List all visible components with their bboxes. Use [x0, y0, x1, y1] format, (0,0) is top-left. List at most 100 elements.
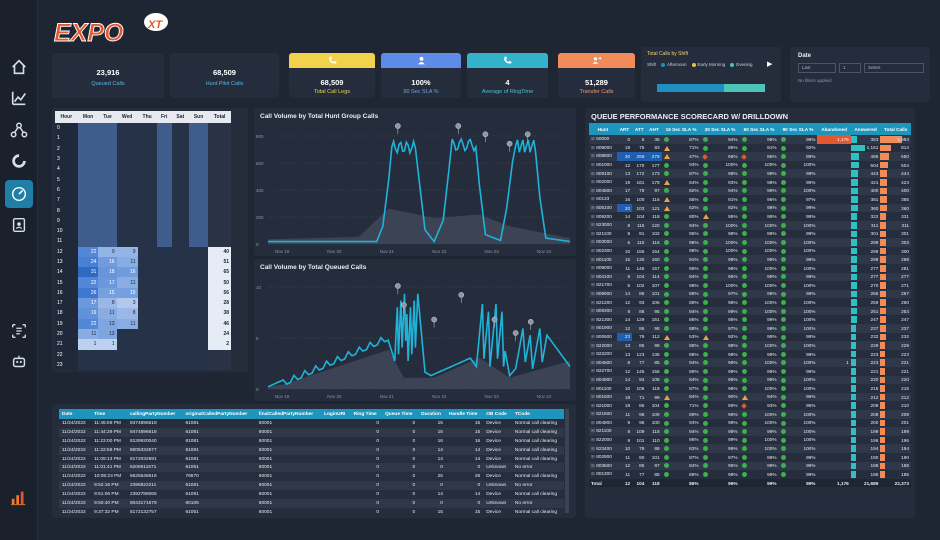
hunt-cell[interactable]: ⊞ 809000: [589, 263, 617, 273]
expand-icon[interactable]: ⊞: [591, 299, 597, 305]
anomaly-marker[interactable]: [527, 318, 534, 325]
call-log-row[interactable]: 11/24/2022 10:08:23 PM 6625546616 78670 6000…: [59, 472, 564, 482]
hunt-cell[interactable]: ⊞ 804900: [589, 418, 617, 428]
hunt-cell[interactable]: ⊞ 801900: [589, 324, 617, 333]
expand-icon[interactable]: ⊞: [591, 325, 597, 331]
scorecard-row[interactable]: ⊞ 803600 12 85 97 84% 96% 99% 99% 188 188: [589, 461, 911, 471]
hunt-cell[interactable]: ⊞ 821300: [589, 315, 617, 325]
hunt-cell[interactable]: ⊞ 822200: [589, 349, 617, 359]
nav-home-icon[interactable]: [6, 54, 32, 80]
call-log-column-header[interactable]: OB Code: [483, 409, 512, 419]
scorecard-row[interactable]: ⊞ 821100 9 91 102 95% 98% 99% 99% 301 301: [589, 229, 911, 239]
date-relative-select[interactable]: Last: [798, 63, 836, 73]
anomaly-marker[interactable]: [455, 123, 462, 129]
expand-icon[interactable]: ⊞: [591, 308, 597, 314]
heatmap-column-header[interactable]: Hour: [55, 111, 78, 123]
hunt-cell[interactable]: ⊞ 803000: [589, 238, 617, 247]
hunt-cell[interactable]: ⊞ 60000: [589, 135, 617, 144]
call-log-scrollbar[interactable]: [565, 409, 569, 513]
scorecard-row[interactable]: ⊞ 800600 23 79 112 53% 92% 99% 99% 232 232: [589, 332, 911, 342]
hunt-cell[interactable]: ⊞ 809300: [589, 306, 617, 316]
scorecard-row[interactable]: ⊞ 804900 9 96 100 93% 99% 100% 100% 200 201: [589, 418, 911, 428]
hunt-cell[interactable]: ⊞ 802300: [589, 246, 617, 256]
call-log-column-header[interactable]: Duration: [418, 409, 446, 419]
expand-icon[interactable]: ⊞: [591, 437, 597, 443]
scorecard-column-header[interactable]: 60 Sec SLA %: [739, 123, 779, 135]
expand-icon[interactable]: ⊞: [591, 359, 597, 365]
call-log-column-header[interactable]: Time: [91, 409, 127, 419]
date-count-input[interactable]: 1: [839, 63, 861, 73]
expand-icon[interactable]: ⊞: [591, 282, 597, 288]
legend-early-morning[interactable]: Early Morning: [691, 62, 725, 67]
hunt-cell[interactable]: ⊞ 821100: [589, 229, 617, 239]
scorecard-row[interactable]: ⊞ 802300 10 156 164 98% 100% 100% 100% 299 300: [589, 246, 911, 256]
nav-contact-icon[interactable]: [6, 212, 32, 238]
expand-icon[interactable]: ⊞: [591, 428, 597, 434]
hunt-cell[interactable]: ⊞ 801100: [589, 384, 617, 393]
call-log-column-header[interactable]: LoginURI: [321, 409, 351, 419]
hunt-cell[interactable]: ⊞ 821000: [589, 401, 617, 410]
nav-bot-icon[interactable]: [6, 349, 32, 375]
heatmap-column-header[interactable]: Fri: [156, 111, 172, 123]
scorecard-row[interactable]: ⊞ 808800 30 269 279 47% 68% 86% 89% 496 650: [589, 152, 911, 161]
hunt-cell[interactable]: ⊞ 822000: [589, 435, 617, 445]
scorecard-row[interactable]: ⊞ 805100 20 103 121 62% 92% 98% 99% 360 360: [589, 203, 911, 213]
scorecard-row[interactable]: ⊞ 804600 8 77 85 94% 99% 100% 100% 1 223 221: [589, 358, 911, 368]
scorecard-row[interactable]: ⊞ 809900 14 86 101 88% 97% 98% 99% 265 267: [589, 289, 911, 299]
expand-icon[interactable]: ⊞: [591, 187, 597, 193]
hunt-cell[interactable]: ⊞ 804100: [589, 272, 617, 282]
hunt-cell[interactable]: ⊞ 804900: [589, 375, 617, 385]
call-log-column-header[interactable]: Date: [59, 409, 92, 419]
anomaly-marker[interactable]: [431, 316, 437, 323]
nav-donut-icon[interactable]: [6, 148, 32, 174]
nav-report-icon[interactable]: [6, 318, 32, 344]
play-icon[interactable]: ▶: [767, 61, 773, 68]
hunt-cell[interactable]: ⊞ 801100: [589, 255, 617, 264]
call-log-row[interactable]: 11/24/2022 11:44:29 PM 8474896618 61081 6000…: [59, 427, 564, 437]
hunt-cell[interactable]: ⊞ 800600: [589, 332, 617, 342]
anomaly-marker[interactable]: [458, 292, 465, 298]
expand-icon[interactable]: ⊞: [591, 445, 597, 451]
hunt-cell[interactable]: ⊞ 801500: [589, 392, 617, 402]
scorecard-row[interactable]: ⊞ 801900 12 86 98 88% 97% 99% 100% 237 237: [589, 324, 911, 333]
scorecard-column-header[interactable]: 30 Sec SLA %: [700, 123, 740, 135]
scorecard-row[interactable]: ⊞ 801300 11 77 88 89% 98% 99% 99% 185 185: [589, 470, 911, 479]
scorecard-column-header[interactable]: Hunt: [589, 123, 617, 135]
call-log-column-header[interactable]: finalCalledPartyNumber: [255, 409, 322, 419]
call-log-row[interactable]: 11/24/2022 9:37:32 PM 8172132757 61051 60001…: [59, 507, 564, 517]
scorecard-row[interactable]: ⊞ 802900 11 90 101 87% 97% 99% 99% 190 190: [589, 452, 911, 462]
scorecard-column-header[interactable]: 90 Sec SLA %: [778, 123, 818, 135]
scorecard-column-header[interactable]: 15 Sec SLA %: [661, 123, 701, 135]
scorecard-row[interactable]: ⊞ 821300 14 129 151 86% 95% 99% 100% 247 247: [589, 315, 911, 325]
expand-icon[interactable]: ⊞: [591, 471, 597, 477]
series-line[interactable]: [268, 137, 571, 244]
hunt-cell[interactable]: ⊞ 809900: [589, 289, 617, 299]
scorecard-row[interactable]: ⊞ 804500 17 79 97 82% 94% 99% 100% 400 400: [589, 186, 911, 196]
scorecard-row[interactable]: ⊞ 60000 0 5 36 87% 94% 98% 99% 1,176 353 1,993: [589, 135, 911, 144]
anomaly-marker[interactable]: [506, 140, 513, 147]
call-log-row[interactable]: 11/24/2022 9:51:06 PM 2392786065 61081 60001…: [59, 490, 564, 500]
call-log-row[interactable]: 11/24/2022 9:52:16 PM 2396822211 61081 60001…: [59, 481, 564, 491]
expand-icon[interactable]: ⊞: [591, 385, 597, 391]
scorecard-row[interactable]: ⊞ 801100 15 130 160 91% 98% 99% 99% 298 298: [589, 255, 911, 264]
hunt-cell[interactable]: ⊞ 821100: [589, 427, 617, 436]
hunt-cell[interactable]: ⊞ 801300: [589, 470, 617, 479]
expand-icon[interactable]: ⊞: [591, 316, 597, 322]
expand-icon[interactable]: ⊞: [591, 153, 597, 159]
call-log-column-header[interactable]: callingPartyNumber: [126, 409, 183, 419]
call-log-column-header[interactable]: Queue Time: [382, 409, 419, 419]
hunt-cell[interactable]: ⊞ 822000: [589, 341, 617, 350]
call-log-column-header[interactable]: TCode: [511, 409, 564, 419]
date-unit-select[interactable]: Select: [864, 63, 924, 73]
scorecard-column-header[interactable]: ART: [616, 123, 633, 135]
call-log-column-header[interactable]: Handle Time: [445, 409, 484, 419]
expand-icon[interactable]: ⊞: [591, 351, 597, 357]
expand-icon[interactable]: ⊞: [591, 273, 597, 279]
scorecard-row[interactable]: ⊞ 821500 11 98 109 89% 99% 100% 100% 208 208: [589, 410, 911, 419]
hunt-cell[interactable]: ⊞ 823400: [589, 444, 617, 453]
expand-icon[interactable]: ⊞: [591, 239, 597, 245]
scorecard-row[interactable]: ⊞ 809100 13 172 173 87% 98% 99% 99% 443 444: [589, 169, 911, 178]
shift-bar-segment[interactable]: [657, 84, 724, 92]
scorecard-row[interactable]: ⊞ 821700 5 102 107 98% 100% 100% 100% 270 271: [589, 281, 911, 290]
scorecard-column-header[interactable]: Abandoned: [817, 123, 851, 135]
